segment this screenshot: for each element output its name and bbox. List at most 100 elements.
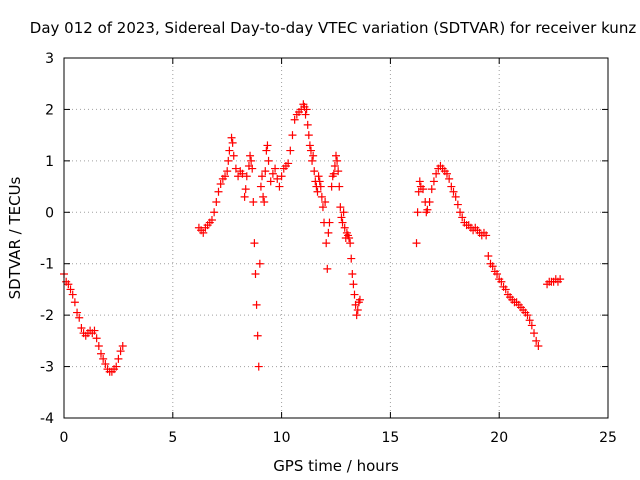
data-point bbox=[419, 185, 428, 194]
axis-ticks: 0 5 10 15 20 25 -4 -3 -2 -1 0 1 2 3 bbox=[40, 51, 617, 446]
data-point bbox=[303, 120, 312, 129]
data-point bbox=[458, 213, 467, 222]
data-point bbox=[310, 167, 319, 176]
data-point bbox=[456, 208, 465, 217]
data-point bbox=[332, 151, 340, 160]
data-point bbox=[250, 239, 259, 248]
data-point bbox=[118, 342, 127, 350]
data-point bbox=[249, 198, 258, 206]
data-point bbox=[340, 223, 349, 232]
x-axis-label: GPS time / hours bbox=[273, 457, 399, 475]
y-tick-label: -4 bbox=[40, 411, 54, 427]
data-point bbox=[413, 208, 422, 217]
data-point bbox=[336, 203, 345, 212]
data-point bbox=[253, 331, 262, 340]
y-axis-label: SDTVAR / TECUs bbox=[6, 176, 24, 299]
data-point bbox=[252, 300, 261, 309]
data-point bbox=[266, 177, 275, 186]
data-point bbox=[228, 138, 237, 147]
y-tick-label: 1 bbox=[45, 154, 54, 170]
data-point bbox=[451, 192, 460, 201]
data-point bbox=[322, 239, 331, 248]
data-point bbox=[317, 192, 326, 201]
data-point bbox=[327, 182, 336, 191]
data-point bbox=[210, 208, 219, 217]
data-point bbox=[284, 159, 293, 168]
data-point bbox=[64, 280, 73, 289]
data-point bbox=[339, 208, 348, 217]
data-point bbox=[308, 156, 317, 165]
data-point bbox=[258, 172, 267, 181]
data-point bbox=[238, 169, 247, 178]
data-point bbox=[227, 133, 236, 142]
y-tick-label: -3 bbox=[40, 360, 54, 376]
data-point bbox=[268, 169, 277, 178]
data-point bbox=[333, 156, 342, 165]
x-tick-label: 10 bbox=[273, 430, 291, 446]
data-point bbox=[301, 110, 310, 119]
data-point bbox=[442, 169, 451, 178]
data-point bbox=[534, 342, 543, 350]
data-point bbox=[262, 146, 271, 155]
data-point bbox=[229, 151, 238, 160]
data-point bbox=[277, 172, 286, 181]
data-point bbox=[527, 321, 536, 330]
data-point bbox=[92, 334, 101, 343]
data-point bbox=[96, 349, 105, 358]
data-point bbox=[66, 285, 75, 294]
y-tick-label: 2 bbox=[45, 102, 54, 118]
data-point bbox=[355, 295, 364, 304]
data-point bbox=[414, 187, 423, 196]
data-point bbox=[352, 311, 361, 320]
data-point bbox=[338, 218, 347, 227]
data-point bbox=[254, 362, 263, 371]
data-point bbox=[335, 182, 344, 191]
data-point bbox=[304, 131, 313, 140]
data-point bbox=[256, 182, 265, 191]
data-point bbox=[290, 115, 299, 124]
data-point bbox=[493, 270, 502, 278]
data-point bbox=[334, 167, 343, 176]
data-points bbox=[60, 100, 565, 376]
data-point bbox=[99, 354, 108, 363]
data-point bbox=[349, 280, 358, 289]
data-point bbox=[427, 185, 436, 194]
data-point bbox=[212, 198, 221, 206]
y-tick-label: 3 bbox=[45, 51, 54, 67]
data-point bbox=[530, 329, 539, 338]
data-point bbox=[114, 354, 123, 363]
data-point bbox=[305, 141, 314, 150]
data-point bbox=[214, 187, 223, 196]
data-point bbox=[223, 167, 232, 176]
data-point bbox=[241, 185, 250, 194]
data-point bbox=[70, 298, 79, 307]
y-tick-label: -1 bbox=[40, 257, 54, 273]
data-point bbox=[288, 131, 297, 140]
data-point bbox=[248, 164, 257, 173]
data-point bbox=[525, 316, 534, 325]
data-point bbox=[261, 167, 270, 176]
data-point bbox=[325, 218, 334, 227]
data-point bbox=[259, 192, 268, 201]
data-point bbox=[323, 264, 332, 273]
data-point bbox=[484, 252, 493, 260]
data-point bbox=[353, 306, 362, 314]
x-tick-label: 5 bbox=[168, 430, 177, 446]
data-point bbox=[255, 259, 264, 268]
data-point bbox=[432, 169, 441, 178]
data-point bbox=[523, 311, 532, 320]
data-point bbox=[345, 234, 354, 242]
data-point bbox=[264, 156, 273, 165]
data-point bbox=[90, 326, 99, 335]
data-point bbox=[234, 172, 243, 181]
data-point bbox=[425, 198, 434, 206]
data-point bbox=[337, 213, 346, 222]
data-point bbox=[347, 254, 356, 263]
data-point bbox=[247, 156, 256, 165]
data-point bbox=[199, 228, 208, 237]
data-point bbox=[251, 270, 260, 278]
data-point bbox=[314, 172, 323, 181]
data-point bbox=[497, 277, 506, 286]
data-point bbox=[482, 231, 491, 240]
